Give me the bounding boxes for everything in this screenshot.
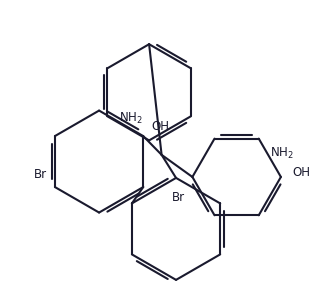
Text: NH$_2$: NH$_2$ xyxy=(270,146,294,161)
Text: Br: Br xyxy=(171,191,184,204)
Text: Br: Br xyxy=(34,168,47,181)
Text: OH: OH xyxy=(292,166,310,179)
Text: NH$_2$: NH$_2$ xyxy=(119,111,143,126)
Text: OH: OH xyxy=(151,120,169,133)
